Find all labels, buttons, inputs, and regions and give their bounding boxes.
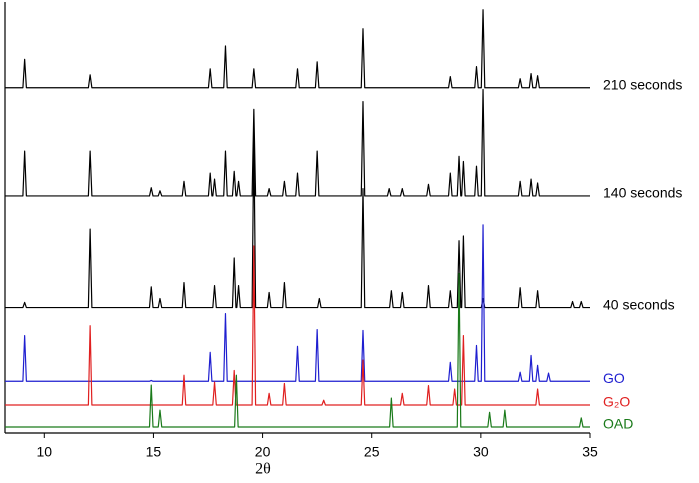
series-line [5, 9, 590, 89]
x-tick-label: 30 [473, 444, 489, 460]
series-label: 40 seconds [603, 296, 675, 312]
series-line [5, 134, 590, 309]
series-label: OAD [603, 416, 633, 432]
series-label: GO [603, 370, 625, 386]
x-tick-label: 20 [255, 444, 271, 460]
series-line [5, 224, 590, 382]
x-tick-label: 10 [37, 444, 53, 460]
x-tick-label: 25 [364, 444, 380, 460]
series-label: G₂O [603, 394, 630, 410]
x-tick-label: 15 [146, 444, 162, 460]
series-line [5, 245, 590, 406]
series-line [5, 272, 590, 428]
x-tick-label: 35 [582, 444, 598, 460]
x-axis-label: 2θ [255, 461, 271, 478]
series-line [5, 88, 590, 197]
series-label: 140 seconds [603, 185, 682, 201]
series-label: 210 seconds [603, 76, 682, 92]
